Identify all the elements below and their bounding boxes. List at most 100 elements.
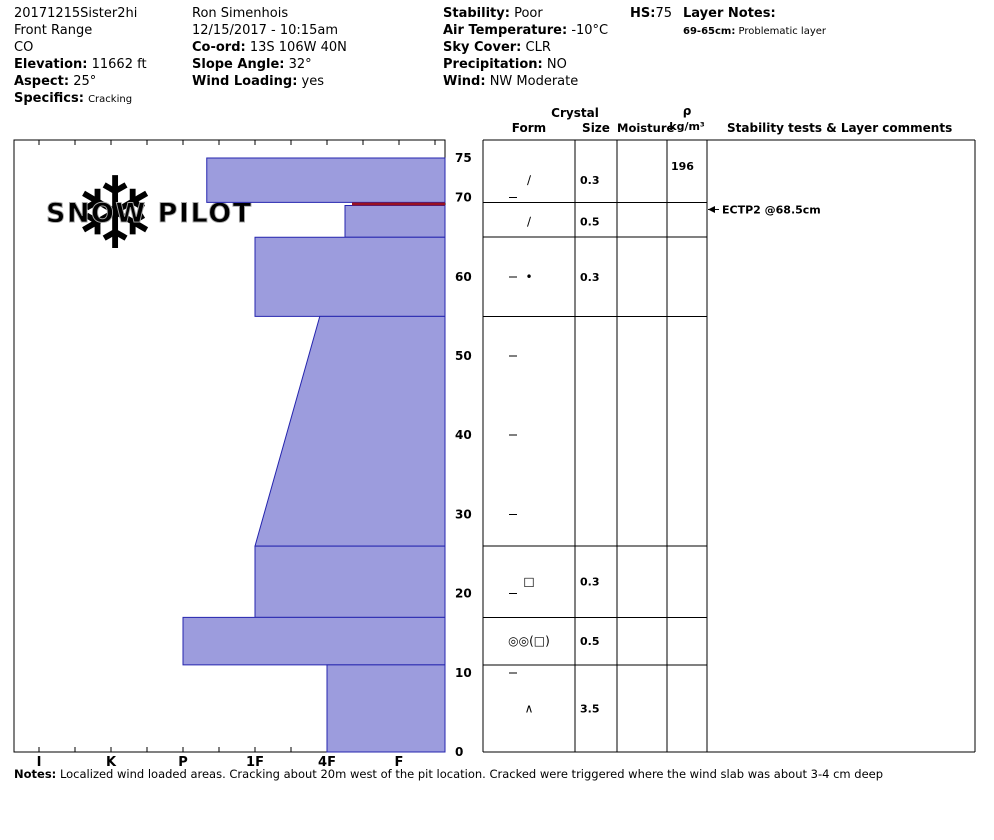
state: CO bbox=[14, 40, 34, 55]
grain-form-symbol: ∕ bbox=[527, 173, 532, 187]
slope-angle-label: Slope Angle: bbox=[192, 57, 285, 72]
slope-angle-row: Slope Angle: 32° bbox=[192, 56, 347, 73]
observer-name: Ron Simenhois bbox=[192, 6, 289, 21]
layer-note-range: 69-65cm: bbox=[683, 26, 736, 37]
header-layer-notes-block: Layer Notes: 69-65cm: Problematic layer bbox=[683, 5, 826, 39]
stability-row: Stability: Poor bbox=[443, 5, 608, 22]
header-hs-block: HS:75 bbox=[630, 5, 672, 22]
snow-layer-bar bbox=[254, 315, 446, 547]
elevation-row: Elevation: 11662 ft bbox=[14, 56, 147, 73]
header-conditions-block: Stability: Poor Air Temperature: -10°C S… bbox=[443, 5, 608, 90]
specifics-row: Specifics: Cracking bbox=[14, 90, 147, 108]
grain-size-value: 0.5 bbox=[580, 635, 600, 648]
observation-datetime: 12/15/2017 - 10:15am bbox=[192, 23, 338, 38]
notes-label: Notes: bbox=[14, 767, 57, 781]
depth-axis-label: 0 bbox=[455, 745, 463, 759]
specifics-value: Cracking bbox=[88, 94, 133, 105]
grain-form-symbol: • bbox=[525, 270, 532, 284]
density-units-header: kg/m³ bbox=[669, 120, 705, 133]
hardness-axis-label: F bbox=[395, 755, 404, 770]
snow-layer-bar bbox=[182, 616, 446, 666]
air-temperature-label: Air Temperature: bbox=[443, 23, 568, 38]
wind-loading-row: Wind Loading: yes bbox=[192, 73, 347, 90]
wind-loading-value: yes bbox=[301, 74, 324, 89]
header-location-block: 20171215Sister2hi Front Range CO Elevati… bbox=[14, 5, 147, 108]
snow-layer-bar bbox=[326, 664, 446, 753]
depth-axis-label: 40 bbox=[455, 428, 472, 442]
snow-layer-bar bbox=[344, 205, 446, 238]
wind-row: Wind: NW Moderate bbox=[443, 73, 608, 90]
depth-axis-label: 20 bbox=[455, 587, 472, 601]
form-column-header: Form bbox=[511, 121, 547, 135]
header-observer-block: Ron Simenhois 12/15/2017 - 10:15am Co-or… bbox=[192, 5, 347, 90]
grain-form-symbol: ∧ bbox=[525, 701, 534, 715]
density-value: 196 bbox=[671, 160, 694, 173]
annotation-arrowhead-icon bbox=[708, 205, 715, 213]
precipitation-value: NO bbox=[546, 57, 567, 72]
sky-cover-value: CLR bbox=[525, 40, 551, 55]
mountain-range: Front Range bbox=[14, 23, 93, 38]
hardness-axis-label: I bbox=[37, 755, 42, 770]
snow-layer-bar bbox=[254, 236, 446, 317]
elevation-value: 11662 ft bbox=[91, 57, 147, 72]
density-column-header: ρ bbox=[682, 104, 692, 118]
snow-layer-bar bbox=[206, 157, 446, 203]
grain-size-value: 3.5 bbox=[580, 702, 600, 715]
air-temperature-row: Air Temperature: -10°C bbox=[443, 22, 608, 39]
hardness-axis-label: 4F bbox=[318, 755, 336, 770]
depth-axis-label: 60 bbox=[455, 270, 472, 284]
stability-value: Poor bbox=[514, 6, 543, 21]
hs-value: 75 bbox=[655, 6, 672, 21]
snowpilot-watermark-text: SNOW PILOT bbox=[46, 198, 253, 229]
depth-axis-label: 10 bbox=[455, 666, 472, 680]
hs-label: HS: bbox=[630, 6, 656, 21]
wind-loading-label: Wind Loading: bbox=[192, 74, 298, 89]
depth-axis-label: 75 bbox=[455, 151, 472, 165]
hardness-axis-label: K bbox=[106, 755, 117, 770]
sky-cover-label: Sky Cover: bbox=[443, 40, 522, 55]
aspect-value: 25° bbox=[73, 74, 97, 89]
layer-note-text: Problematic layer bbox=[738, 26, 827, 37]
size-column-header: Size bbox=[582, 121, 610, 135]
depth-axis-label: 70 bbox=[455, 191, 472, 205]
depth-axis-label: 50 bbox=[455, 349, 472, 363]
specifics-label: Specifics: bbox=[14, 91, 84, 106]
hardness-axis-label: P bbox=[178, 755, 188, 770]
hs-row: HS:75 bbox=[630, 5, 672, 22]
pit-name: 20171215Sister2hi bbox=[14, 6, 138, 21]
snow-layer-bar bbox=[254, 545, 446, 618]
precipitation-row: Precipitation: NO bbox=[443, 56, 608, 73]
layer-notes-label: Layer Notes: bbox=[683, 6, 776, 21]
grain-size-value: 0.5 bbox=[580, 215, 600, 228]
layer-notes-heading: Layer Notes: bbox=[683, 5, 826, 22]
grain-form-symbol: ∕ bbox=[527, 214, 532, 228]
slope-angle-value: 32° bbox=[288, 57, 312, 72]
stability-test-annotation: ECTP2 @68.5cm bbox=[722, 203, 821, 216]
grain-form-symbol: □ bbox=[523, 575, 534, 589]
coordinates-label: Co-ord: bbox=[192, 40, 246, 55]
wind-label: Wind: bbox=[443, 74, 486, 89]
coordinates-value: 13S 106W 40N bbox=[249, 40, 347, 55]
hardness-axis-label: 1F bbox=[246, 755, 264, 770]
elevation-label: Elevation: bbox=[14, 57, 88, 72]
moisture-column-header: Moisture bbox=[617, 121, 675, 135]
aspect-label: Aspect: bbox=[14, 74, 70, 89]
wind-value: NW Moderate bbox=[489, 74, 579, 89]
grain-size-value: 0.3 bbox=[580, 174, 600, 187]
snowflake-watermark-icon: ❄ bbox=[73, 155, 157, 272]
grain-form-symbol: ◎◎(□) bbox=[508, 634, 550, 648]
sky-cover-row: Sky Cover: CLR bbox=[443, 39, 608, 56]
notes-text: Localized wind loaded areas. Cracking ab… bbox=[59, 767, 884, 781]
grain-size-value: 0.3 bbox=[580, 271, 600, 284]
depth-axis-label: 30 bbox=[455, 507, 472, 521]
grain-size-value: 0.3 bbox=[580, 576, 600, 589]
notes-row: Notes: Localized wind loaded areas. Crac… bbox=[14, 767, 986, 781]
air-temperature-value: -10°C bbox=[571, 23, 609, 38]
aspect-row: Aspect: 25° bbox=[14, 73, 147, 90]
comments-column-header: Stability tests & Layer comments bbox=[727, 121, 953, 135]
crystal-column-group-header: Crystal bbox=[551, 106, 599, 120]
precipitation-label: Precipitation: bbox=[443, 57, 543, 72]
layer-note-row: 69-65cm: Problematic layer bbox=[683, 25, 826, 39]
